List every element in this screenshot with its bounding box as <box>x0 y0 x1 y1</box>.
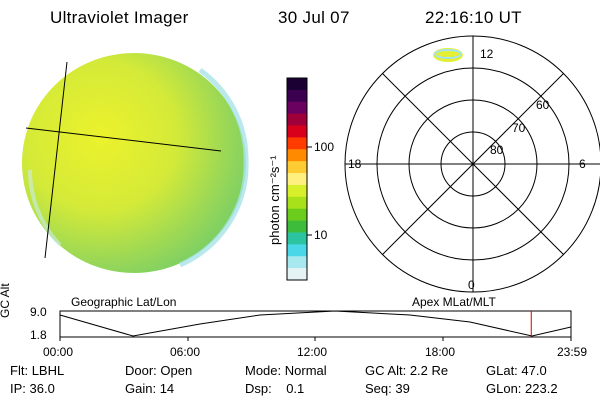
polar-mlt-plot <box>344 35 600 293</box>
mlat-label-80: 80 <box>490 143 504 157</box>
colorbar-segment <box>287 208 307 222</box>
color-scale-bar <box>287 78 307 281</box>
time-tick-1200: 12:00 <box>297 345 328 359</box>
time-tick-0600: 06:00 <box>170 345 201 359</box>
altitude-curve <box>59 310 572 337</box>
geographic-caption: Geographic Lat/Lon <box>71 295 177 309</box>
colorbar-segment <box>287 268 307 281</box>
info-glat: GLat: 47.0 <box>486 363 547 378</box>
colorbar-segment <box>287 161 307 174</box>
colorbar-tick-10: 10 <box>314 228 328 242</box>
info-glon: GLon: 223.2 <box>486 381 558 396</box>
longitude-line <box>44 61 68 259</box>
mlat-label-60: 60 <box>536 98 550 112</box>
info-gc-alt: GC Alt: 2.2 Re <box>365 363 449 378</box>
time-tick-1800: 18:00 <box>425 345 456 359</box>
info-door: Door: Open <box>125 363 193 378</box>
geographic-image-disk <box>22 53 249 273</box>
gc-alt-min: 1.8 <box>30 328 47 342</box>
colorbar-segment <box>287 196 307 210</box>
mlat-label-70: 70 <box>512 121 526 135</box>
info-ip: IP: 36.0 <box>10 381 55 396</box>
latitude-line <box>25 127 222 152</box>
instrument-title: Ultraviolet Imager <box>50 8 189 27</box>
colorbar-segment <box>287 173 307 186</box>
time-tick-2359: 23:59 <box>557 345 588 359</box>
colorbar-segment <box>287 101 307 115</box>
time-label: 22:16:10 UT <box>425 8 522 27</box>
apex-caption: Apex MLat/MLT <box>412 295 496 309</box>
mlt-label-0: 0 <box>468 278 475 292</box>
info-flt: Flt: LBHL <box>10 363 65 378</box>
colorbar-segment <box>287 89 307 103</box>
mlt-label-12: 12 <box>480 47 494 61</box>
info-mode: Mode: Normal <box>245 363 327 378</box>
colorbar-segment <box>287 232 307 245</box>
info-gain: Gain: 14 <box>125 381 175 396</box>
colorbar-segment <box>287 137 307 150</box>
mlt-label-18: 18 <box>348 157 362 171</box>
mlt-label-6: 6 <box>579 157 586 171</box>
info-seq: Seq: 39 <box>365 381 410 396</box>
colorbar-segment <box>287 244 307 257</box>
gc-alt-axis-label: GC Alt <box>0 283 12 318</box>
colorbar-segment <box>287 78 307 91</box>
date-label: 30 Jul 07 <box>278 8 350 27</box>
colorbar-unit-label: photon cm⁻²s⁻¹ <box>267 155 282 245</box>
colorbar-segment <box>287 125 307 138</box>
colorbar-segment <box>287 184 307 198</box>
colorbar-segment <box>287 220 307 233</box>
colorbar-segment <box>287 256 307 269</box>
gc-alt-max: 9.0 <box>30 305 47 319</box>
colorbar-tick-100: 100 <box>314 140 335 154</box>
info-dsp: Dsp: 0.1 <box>245 381 305 396</box>
colorbar-segment <box>287 113 307 127</box>
altitude-plot-frame <box>59 310 572 338</box>
time-tick-0000: 00:00 <box>43 345 74 359</box>
colorbar-segment <box>287 149 307 162</box>
